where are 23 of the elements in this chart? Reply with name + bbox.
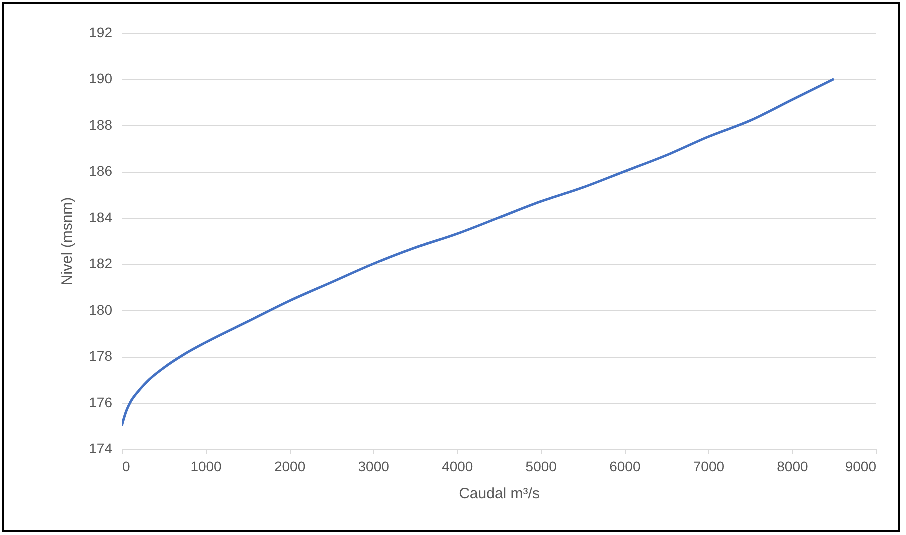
y-tick-label: 174: [89, 440, 113, 456]
x-tick-label: 6000: [610, 458, 641, 474]
y-axis-title: Nivel (msnm): [59, 197, 76, 286]
x-tick-label: 1000: [190, 458, 222, 474]
y-tick-label: 176: [89, 394, 113, 410]
x-tick-label: 8000: [777, 458, 809, 474]
y-tick-label: 190: [89, 70, 113, 87]
y-tick-label: 184: [89, 209, 113, 226]
line-series: [122, 78, 836, 428]
y-tick-label: 178: [89, 348, 113, 364]
y-tick-label: 180: [89, 302, 113, 318]
x-tick-label: 5000: [526, 458, 558, 474]
x-tick-label: 2000: [274, 458, 306, 474]
y-tick-label: 192: [89, 24, 113, 40]
x-tick-label: 9000: [845, 458, 877, 474]
y-tick-label: 182: [89, 256, 113, 272]
x-tick-label: 0: [122, 458, 130, 474]
y-tick-label: 186: [89, 163, 113, 180]
x-tick-label: 4000: [442, 458, 474, 474]
y-tick-label: 188: [89, 116, 113, 133]
x-tick-label: 3000: [358, 458, 390, 474]
x-tick-label: 7000: [693, 458, 725, 474]
x-axis-title: Caudal m³/s: [459, 486, 540, 502]
